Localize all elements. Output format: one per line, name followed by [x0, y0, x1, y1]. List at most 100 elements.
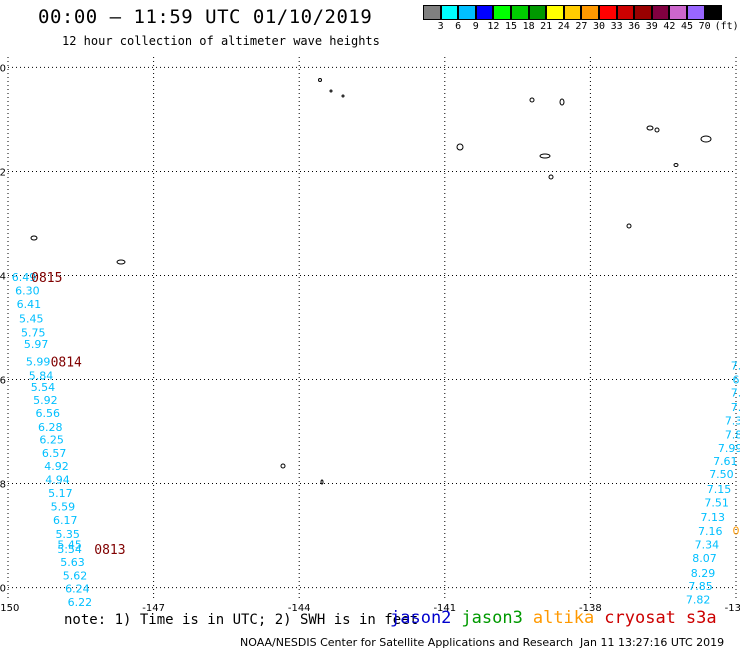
island-outline — [654, 127, 660, 133]
satellite-legend: jason2 jason3 altika cryosat s3a — [390, 608, 727, 628]
scale-label: 30 — [592, 21, 606, 32]
x-tick-label: -147 — [142, 603, 165, 614]
scale-label: 42 — [663, 21, 676, 32]
satellite-legend-s3a: s3a — [685, 608, 717, 628]
island-outline — [646, 125, 654, 131]
x-tick-label: -150 — [0, 603, 19, 614]
y-tick-label: -24 — [0, 271, 6, 282]
scale-label: 21 — [540, 21, 553, 32]
footer-timestamp: Jan 11 13:27:16 UTC 2019 — [580, 636, 725, 649]
swh-data-label: 5.54 — [31, 381, 56, 394]
swh-data-label: 6.17 — [53, 514, 78, 527]
satellite-legend-altika: altika — [532, 608, 595, 628]
island-outline — [559, 98, 565, 106]
scale-label: 9 — [472, 21, 479, 32]
island-outline — [30, 235, 38, 241]
island-outline — [700, 135, 712, 143]
y-tick-label: -20 — [0, 63, 6, 74]
scale-label: 33 — [610, 21, 623, 32]
scale-label: 24 — [557, 21, 570, 32]
scale-label: 27 — [575, 21, 588, 32]
swh-data-label: 5.75 — [21, 327, 46, 340]
satellite-legend-cryosat: cryosat — [604, 608, 676, 628]
scale-swatch — [634, 5, 652, 20]
swh-data-label: 5.92 — [33, 394, 58, 407]
scale-swatch — [546, 5, 564, 20]
swh-data-label: 6.41 — [17, 298, 42, 311]
swh-data-label: 5.35 — [55, 528, 80, 541]
swh-data-label: 5.84 — [29, 369, 54, 382]
swh-data-label: 5.45 — [57, 538, 82, 551]
x-tick-label: -141 — [433, 603, 456, 614]
swh-data-label: 4.92 — [44, 460, 69, 473]
island-outline — [318, 78, 322, 82]
y-tick-label: -28 — [0, 480, 6, 491]
y-tick-label: -22 — [0, 167, 6, 178]
time-annotation: 0814 — [51, 355, 82, 370]
map-subtitle: 12 hour collection of altimeter wave hei… — [62, 34, 380, 48]
swh-data-label: 5.97 — [24, 338, 49, 351]
satellite-legend-jason2: jason2 — [390, 608, 452, 628]
scale-swatch — [528, 5, 547, 20]
scale-swatch — [704, 5, 723, 20]
scale-label: 3 — [437, 21, 444, 32]
swh-data-label: 7.51 — [704, 496, 729, 509]
time-annotation: 0815 — [31, 271, 62, 286]
scale-swatch — [510, 5, 529, 20]
scale-swatch — [581, 5, 599, 20]
x-tick-label: -138 — [579, 603, 602, 614]
footer-credit: NOAA/NESDIS Center for Satellite Applica… — [240, 636, 574, 649]
swh-data-label: 6.25 — [39, 433, 64, 446]
swh-data-label: 5.54 — [57, 543, 82, 556]
scale-label: 36 — [628, 21, 641, 32]
swh-data-label: 6.24 — [65, 583, 90, 596]
scale-swatch — [440, 5, 459, 20]
scale-label: 70 — [698, 21, 711, 32]
swh-data-label: 8.29 — [691, 567, 716, 580]
y-tick-label: -30 — [0, 584, 6, 595]
time-annotation: 0813 — [94, 543, 125, 558]
scale-label: 15 — [504, 21, 518, 32]
scale-swatch — [423, 5, 441, 20]
scale-label: 6 — [455, 21, 462, 32]
island-outline — [673, 163, 679, 167]
swh-data-label: 7.82 — [686, 594, 711, 607]
island-outline — [341, 94, 345, 98]
x-tick-label: -144 — [288, 603, 311, 614]
swh-data-label: 7.85 — [688, 580, 713, 593]
x-tick-label: -135 — [725, 603, 740, 614]
swh-data-label: 6.22 — [68, 596, 93, 609]
swh-data-label: 5.99 — [26, 355, 51, 368]
scale-swatch — [686, 5, 705, 20]
swh-data-label: 6.28 — [38, 421, 63, 434]
island-outline — [456, 143, 464, 151]
swh-data-label: 7.34 — [695, 538, 720, 551]
scale-swatch — [651, 5, 670, 20]
satellite-legend-jason3: jason3 — [461, 608, 523, 628]
swh-data-label: 7.8 — [725, 429, 740, 442]
swh-data-label: 5.59 — [51, 500, 76, 513]
map-title: 00:00 – 11:59 UTC 01/10/2019 — [38, 6, 373, 28]
island-outline — [329, 89, 333, 93]
swh-data-label: 7.61 — [713, 455, 738, 468]
swh-data-label: 6.56 — [36, 407, 61, 420]
units-note: note: 1) Time is in UTC; 2) SWH is in fe… — [64, 612, 419, 628]
scale-label: 45 — [680, 21, 694, 32]
scale-label: 18 — [522, 21, 535, 32]
swh-data-label: 6.57 — [42, 447, 67, 460]
island-outline — [280, 463, 286, 469]
swh-data-label: 0 — [733, 524, 740, 537]
swh-data-label: 7.99 — [718, 442, 740, 455]
swh-data-label: 7.15 — [707, 483, 732, 496]
swh-data-label: 6.30 — [15, 285, 40, 298]
scale-swatch — [616, 5, 635, 20]
island-outline — [548, 174, 554, 180]
swh-data-label: 5.17 — [48, 487, 73, 500]
swh-data-label: 7.13 — [700, 511, 725, 524]
scale-swatch — [458, 5, 476, 20]
swh-data-label: 5.45 — [19, 313, 44, 326]
swh-data-label: 7.16 — [698, 525, 723, 538]
island-outline — [539, 153, 551, 159]
